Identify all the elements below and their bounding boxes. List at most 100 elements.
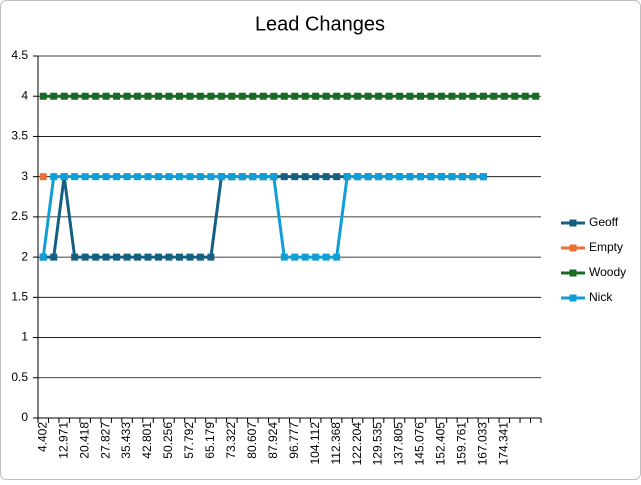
x-tick-label: 145.076 — [413, 422, 427, 466]
x-tick-label: 152.405 — [434, 422, 448, 466]
legend-label: Empty — [589, 240, 623, 254]
x-tick-label: 50.256 — [161, 422, 175, 459]
data-point — [291, 92, 299, 100]
data-point — [312, 173, 320, 181]
x-tick-label: 104.112 — [308, 422, 322, 465]
data-point — [343, 173, 351, 181]
data-point — [322, 173, 330, 181]
data-point — [217, 173, 225, 181]
data-point — [155, 92, 163, 100]
data-point — [333, 173, 341, 181]
data-point — [123, 253, 131, 261]
data-point — [207, 173, 215, 181]
data-point — [81, 253, 89, 261]
data-point — [416, 92, 424, 100]
data-point — [437, 92, 445, 100]
data-point — [155, 253, 163, 261]
data-point — [207, 92, 215, 100]
data-point — [312, 92, 320, 100]
data-point — [71, 253, 79, 261]
data-point — [301, 253, 309, 261]
data-point — [175, 92, 183, 100]
y-tick-label: 1.5 — [11, 290, 28, 304]
x-tick-label: 96.777 — [287, 422, 301, 459]
data-point — [249, 173, 257, 181]
data-point — [196, 253, 204, 261]
data-point — [155, 173, 163, 181]
x-tick-label: 80.607 — [245, 422, 259, 459]
x-tick-label: 167.033 — [476, 422, 490, 466]
data-point — [458, 173, 466, 181]
x-tick-label: 159.761 — [455, 422, 469, 466]
data-point — [511, 92, 519, 100]
data-point — [238, 92, 246, 100]
x-tick-label: 129.535 — [371, 422, 385, 466]
data-point — [196, 173, 204, 181]
data-point — [427, 92, 435, 100]
data-point — [479, 173, 487, 181]
y-tick-label: 0.5 — [11, 370, 28, 384]
data-point — [113, 173, 121, 181]
data-point — [354, 92, 362, 100]
x-tick-label: 73.322 — [224, 422, 238, 459]
data-point — [385, 92, 393, 100]
data-point — [228, 92, 236, 100]
y-tick-label: 4 — [21, 88, 28, 102]
x-tick-label: 27.827 — [98, 422, 112, 459]
data-point — [134, 173, 142, 181]
data-point — [165, 173, 173, 181]
data-point — [333, 92, 341, 100]
data-point — [280, 173, 288, 181]
legend-label: Geoff — [589, 215, 619, 229]
x-tick-label: 12.971 — [56, 422, 70, 459]
data-point — [60, 173, 68, 181]
y-tick-label: 0 — [21, 410, 28, 424]
data-point — [186, 253, 194, 261]
data-point — [186, 92, 194, 100]
data-point — [291, 173, 299, 181]
data-point — [280, 92, 288, 100]
data-point — [375, 173, 383, 181]
data-point — [123, 173, 131, 181]
data-point — [71, 92, 79, 100]
x-tick-label: 35.433 — [119, 422, 133, 459]
data-point — [186, 173, 194, 181]
data-point — [322, 253, 330, 261]
data-point — [39, 173, 47, 181]
data-point — [490, 92, 498, 100]
legend-label: Nick — [589, 290, 613, 304]
data-point — [71, 173, 79, 181]
data-point — [448, 173, 456, 181]
data-point — [427, 173, 435, 181]
data-point — [396, 173, 404, 181]
data-point — [406, 92, 414, 100]
data-point — [134, 253, 142, 261]
y-tick-label: 2 — [21, 249, 28, 263]
data-point — [270, 92, 278, 100]
data-point — [81, 92, 89, 100]
legend-marker — [569, 244, 577, 252]
data-point — [385, 173, 393, 181]
x-tick-label: 20.418 — [77, 422, 91, 459]
y-tick-label: 4.5 — [11, 48, 28, 62]
data-point — [479, 92, 487, 100]
data-point — [249, 92, 257, 100]
legend-marker — [569, 269, 577, 277]
x-tick-label: 87.924 — [266, 422, 280, 459]
data-point — [113, 92, 121, 100]
data-point — [175, 253, 183, 261]
data-point — [375, 92, 383, 100]
data-point — [312, 253, 320, 261]
data-point — [81, 173, 89, 181]
data-point — [217, 92, 225, 100]
legend-label: Woody — [589, 265, 626, 279]
data-point — [50, 173, 58, 181]
chart-title: Lead Changes — [255, 13, 385, 35]
data-point — [280, 253, 288, 261]
data-point — [333, 253, 341, 261]
data-point — [144, 92, 152, 100]
data-point — [228, 173, 236, 181]
data-point — [259, 92, 267, 100]
data-point — [301, 92, 309, 100]
